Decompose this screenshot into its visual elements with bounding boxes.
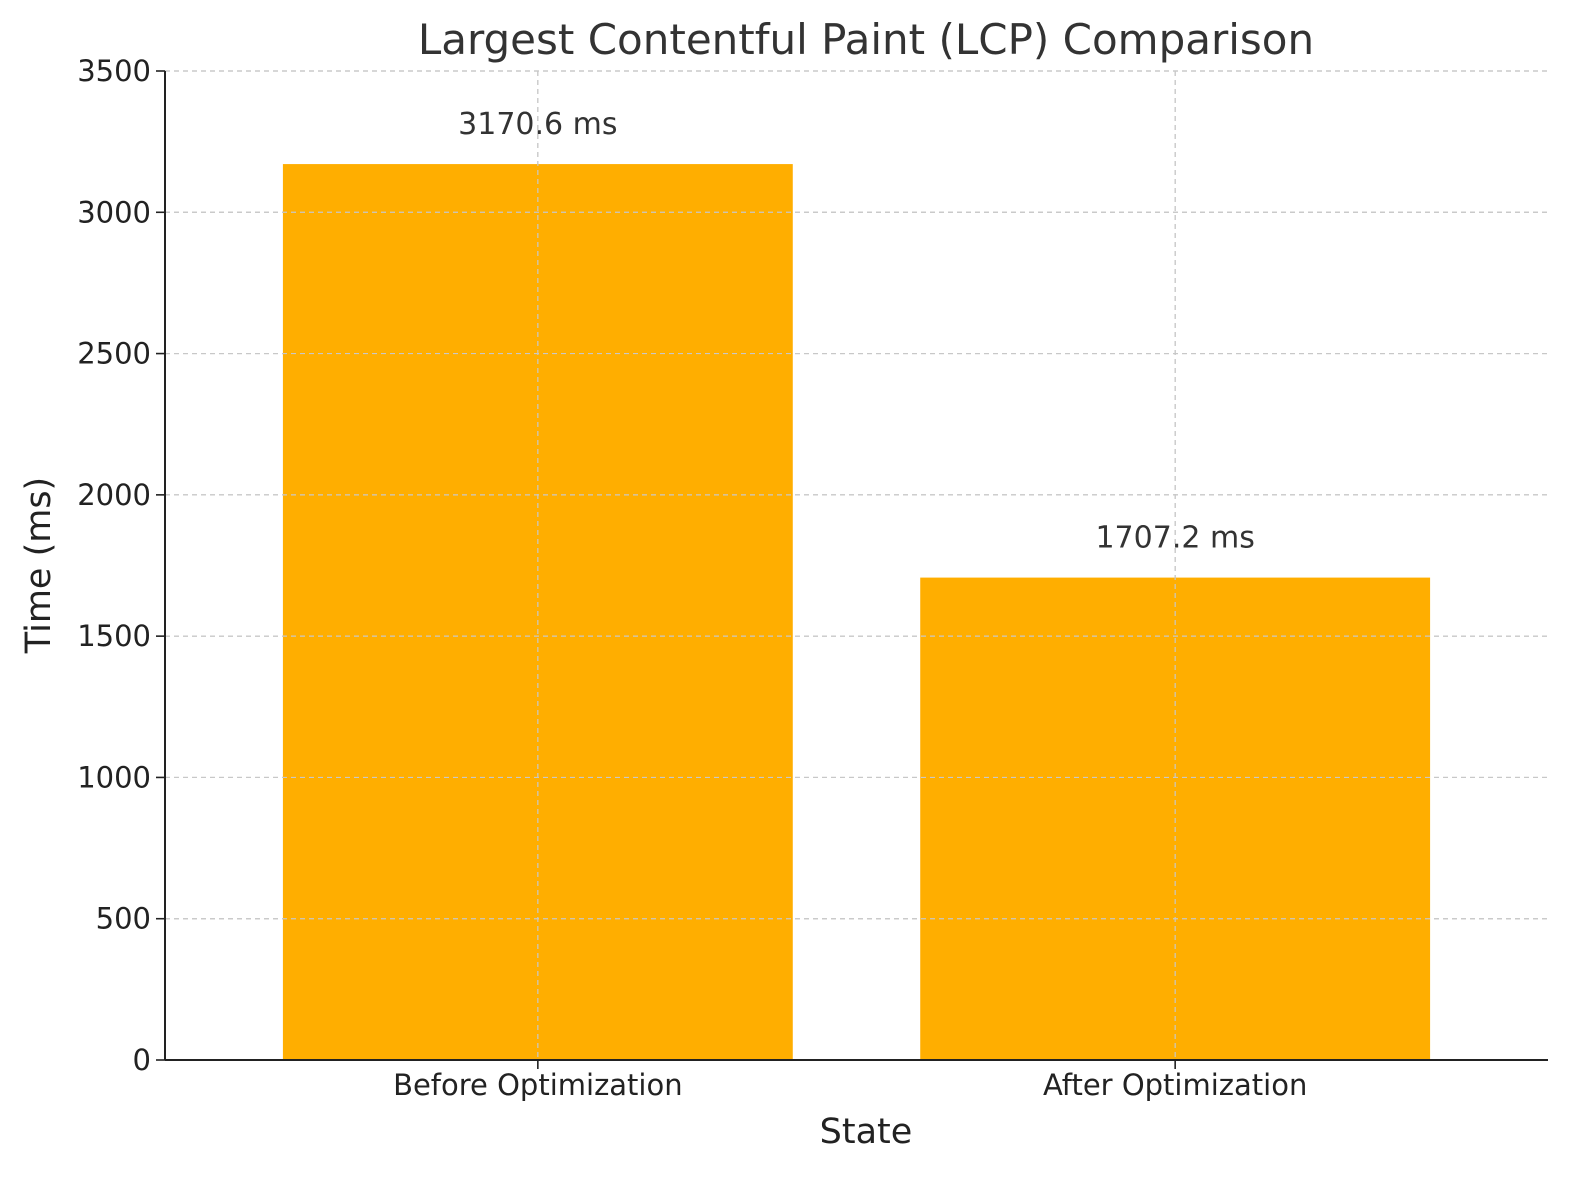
- y-tick-label: 3000: [77, 195, 151, 229]
- axes: [164, 71, 1548, 1061]
- y-tick-label: 0: [133, 1043, 151, 1077]
- y-tick-label: 2500: [77, 337, 151, 371]
- chart-title: Largest Contentful Paint (LCP) Compariso…: [418, 15, 1314, 64]
- y-axis-title: Time (ms): [19, 477, 59, 654]
- data-labels: 3170.6 ms 1707.2 ms: [458, 107, 1255, 556]
- bar-value-label: 3170.6 ms: [458, 107, 617, 142]
- bars: [165, 70, 1548, 1060]
- y-tick-label: 3500: [77, 54, 151, 88]
- y-tick-label: 2000: [77, 478, 151, 512]
- y-tick-label: 1500: [77, 619, 151, 653]
- y-tick-label: 500: [96, 902, 151, 936]
- bar-value-label: 1707.2 ms: [1095, 521, 1254, 556]
- y-tick-label: 1000: [77, 760, 151, 794]
- x-axis-title: State: [820, 1112, 913, 1152]
- tick-labels: 0 500 1000 1500 2000 2500 3000 3500 Before Optim…: [77, 54, 1307, 1102]
- x-tick-label: After Optimization: [1043, 1068, 1307, 1102]
- x-tick-label: Before Optimization: [393, 1068, 683, 1102]
